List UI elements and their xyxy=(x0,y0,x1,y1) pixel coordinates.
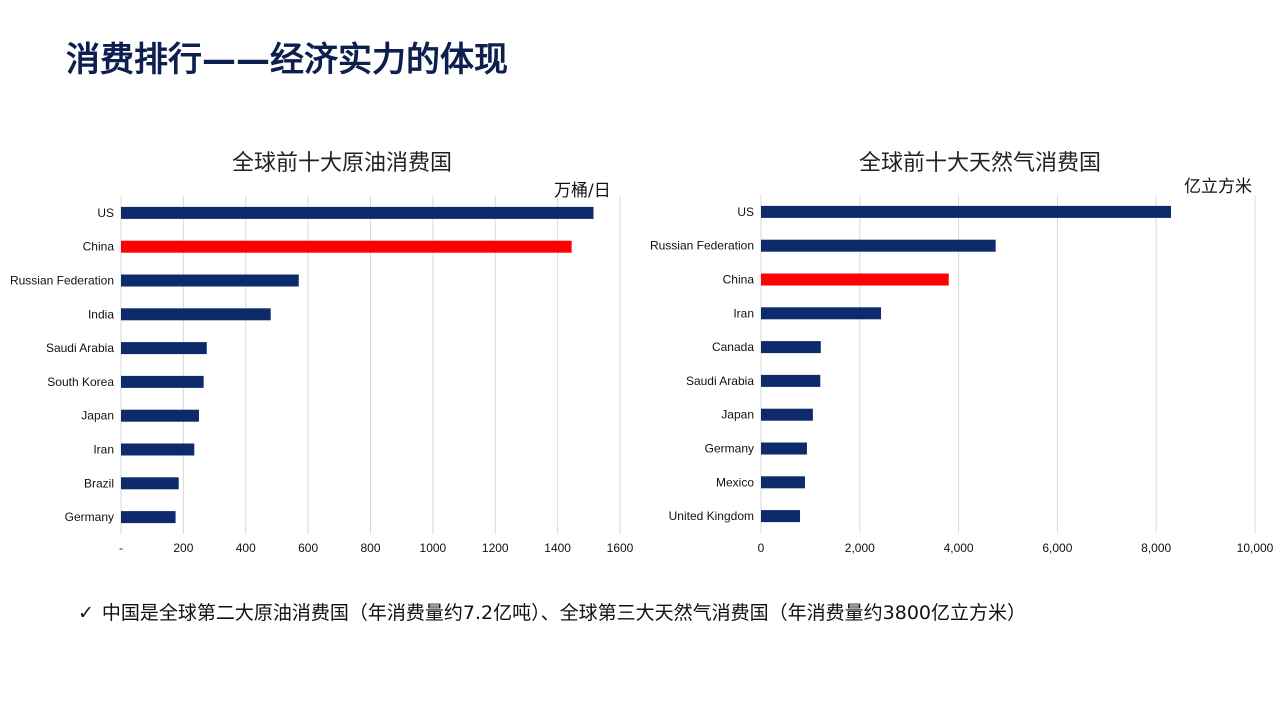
oil-tick-label: 1600 xyxy=(607,541,634,555)
oil-tick-label: 200 xyxy=(173,541,193,555)
oil-category-label: US xyxy=(97,206,114,220)
check-icon: ✓ xyxy=(78,602,94,624)
gas-bar xyxy=(761,273,949,286)
oil-category-label: South Korea xyxy=(47,375,114,389)
gas-category-label: US xyxy=(737,205,754,219)
oil-chart-title: 全球前十大原油消费国 xyxy=(232,151,453,176)
slide-title: 消费排行——经济实力的体现 xyxy=(66,40,508,80)
oil-bar xyxy=(121,274,299,287)
oil-tick-label: 600 xyxy=(298,541,318,555)
gas-category-label: Iran xyxy=(733,306,754,320)
oil-category-label: Japan xyxy=(81,409,114,423)
gas-tick-label: 6,000 xyxy=(1042,541,1072,555)
oil-bar xyxy=(121,409,199,422)
oil-category-label: Russian Federation xyxy=(10,274,114,288)
gas-category-label: United Kingdom xyxy=(669,509,754,523)
gas-bar xyxy=(761,408,813,421)
gas-bar xyxy=(761,476,805,489)
gas-tick-label: 0 xyxy=(758,541,765,555)
oil-bar xyxy=(121,375,204,388)
gas-category-label: Mexico xyxy=(716,475,754,489)
oil-category-label: India xyxy=(88,307,114,321)
oil-category-label: Germany xyxy=(65,510,114,524)
oil-bar xyxy=(121,342,207,355)
oil-bar xyxy=(121,511,176,524)
gas-category-label: Japan xyxy=(721,408,754,422)
gas-tick-label: 4,000 xyxy=(944,541,974,555)
oil-category-label: Iran xyxy=(93,443,114,457)
gas-bar xyxy=(761,239,996,252)
oil-bar xyxy=(121,443,195,456)
oil-bar xyxy=(121,240,572,253)
gas-category-label: Germany xyxy=(705,442,754,456)
oil-bar xyxy=(121,477,179,490)
gas-bar xyxy=(761,205,1172,218)
oil-unit-label: 万桶/日 xyxy=(554,181,611,201)
gas-tick-label: 8,000 xyxy=(1141,541,1171,555)
gas-category-label: Saudi Arabia xyxy=(686,374,754,388)
gas-category-label: Russian Federation xyxy=(650,239,754,253)
gas-bar xyxy=(761,442,807,455)
gas-bar xyxy=(761,341,821,354)
oil-bar xyxy=(121,206,594,219)
gas-tick-label: 2,000 xyxy=(845,541,875,555)
gas-bar xyxy=(761,374,821,387)
oil-tick-label: - xyxy=(119,541,123,555)
oil-category-label: Brazil xyxy=(84,476,114,490)
oil-tick-label: 400 xyxy=(236,541,256,555)
oil-tick-label: 800 xyxy=(360,541,380,555)
summary-note-text: 中国是全球第二大原油消费国（年消费量约7.2亿吨）、全球第三大天然气消费国（年消… xyxy=(101,602,1026,624)
gas-tick-label: 10,000 xyxy=(1237,541,1274,555)
oil-tick-label: 1200 xyxy=(482,541,509,555)
oil-bar xyxy=(121,308,271,321)
oil-tick-label: 1400 xyxy=(544,541,571,555)
gas-consumption-chart: US Russian Federation China Iran Canada Saudi… xyxy=(650,195,1274,555)
summary-note: ✓ 中国是全球第二大原油消费国（年消费量约7.2亿吨）、全球第三大天然气消费国（年… xyxy=(78,598,1026,625)
oil-tick-label: 1000 xyxy=(420,541,447,555)
gas-unit-label: 亿立方米 xyxy=(1184,177,1252,197)
gas-category-label: Canada xyxy=(712,340,754,354)
gas-chart-title: 全球前十大天然气消费国 xyxy=(859,151,1102,176)
oil-category-label: China xyxy=(83,240,115,254)
gas-bar xyxy=(761,307,882,320)
oil-category-label: Saudi Arabia xyxy=(46,341,114,355)
gas-bar xyxy=(761,510,801,523)
oil-consumption-chart: US China Russian Federation India Saudi Arab… xyxy=(10,196,634,555)
gas-category-label: China xyxy=(723,273,755,287)
